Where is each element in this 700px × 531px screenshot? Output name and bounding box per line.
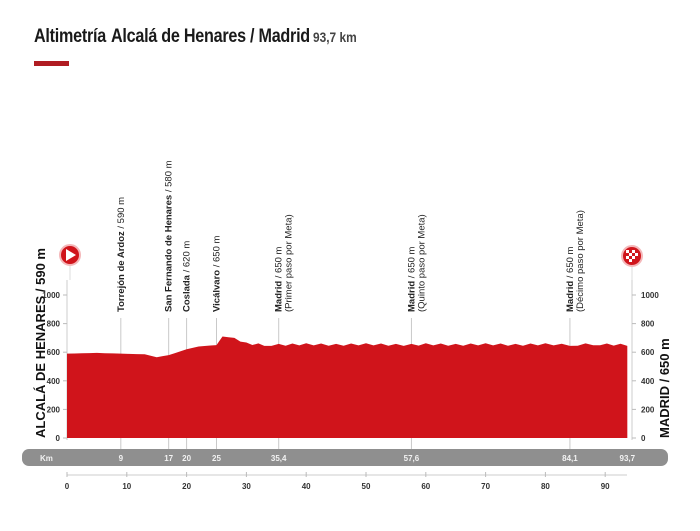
x-tick-label: 50 xyxy=(362,482,371,491)
km-bar-label: Km xyxy=(40,454,53,463)
chart-header: Altimetría Alcalá de Henares / Madrid 93… xyxy=(34,26,364,48)
y-tick-label: 0 xyxy=(641,434,646,443)
km-mark: 9 xyxy=(119,454,124,463)
accent-bar xyxy=(34,61,69,66)
y-tick-label: 400 xyxy=(47,377,61,386)
svg-text:(Décimo paso por Meta): (Décimo paso por Meta) xyxy=(575,210,586,312)
waypoint-label: Madrid / 650 m (Primer paso por Meta) xyxy=(274,214,295,312)
y-tick-label: 0 xyxy=(56,434,61,443)
chart-title: Altimetría xyxy=(34,26,106,47)
y-tick-label: 1000 xyxy=(42,291,60,300)
waypoint-label: Madrid / 650 m (Quinto paso por Meta) xyxy=(406,214,427,312)
finish-location-label: MADRID / 650 m xyxy=(657,338,672,438)
waypoint-label: Vicálvaro / 650 m xyxy=(212,236,223,312)
waypoint-label: Torrejón de Ardoz / 590 m xyxy=(116,197,127,312)
y-axis-right: 0 200 400 600 800 1000 xyxy=(632,291,659,443)
y-tick-label: 400 xyxy=(641,377,655,386)
waypoint-label: Coslada / 620 m xyxy=(182,241,193,312)
route-name: Alcalá de Henares / Madrid xyxy=(110,26,310,47)
route-distance: 93,7 km xyxy=(312,29,357,45)
x-tick-label: 40 xyxy=(302,482,311,491)
km-mark: 57,6 xyxy=(404,454,420,463)
svg-text:Vicálvaro / 650 m: Vicálvaro / 650 m xyxy=(212,236,223,312)
x-tick-label: 90 xyxy=(601,482,610,491)
x-tick-label: 70 xyxy=(481,482,490,491)
km-mark: 84,1 xyxy=(562,454,578,463)
km-mark: 93,7 xyxy=(620,454,636,463)
start-play-icon xyxy=(59,244,81,280)
svg-text:Madrid / 650 m: Madrid / 650 m xyxy=(274,246,285,312)
x-tick-label: 20 xyxy=(182,482,191,491)
y-tick-label: 200 xyxy=(47,405,61,414)
y-tick-label: 800 xyxy=(47,320,61,329)
y-tick-label: 1000 xyxy=(641,291,659,300)
x-tick-label: 30 xyxy=(242,482,251,491)
km-mark: 20 xyxy=(182,454,191,463)
y-tick-label: 600 xyxy=(641,348,655,357)
x-tick-label: 10 xyxy=(122,482,131,491)
svg-text:(Primer paso por Meta): (Primer paso por Meta) xyxy=(284,214,295,312)
km-mark: 17 xyxy=(164,454,173,463)
waypoint-labels: Torrejón de Ardoz / 590 m San Fernando de… xyxy=(116,160,586,312)
km-bar-marks: 9 17 20 25 35,4 57,6 84,1 93,7 xyxy=(119,454,636,463)
svg-text:Torrejón de Ardoz / 590 m: Torrejón de Ardoz / 590 m xyxy=(116,197,127,312)
x-tick-label: 0 xyxy=(65,482,70,491)
finish-checkered-icon xyxy=(621,245,643,280)
start-location-label: ALCALÁ DE HENARES / 590 m xyxy=(33,248,48,438)
svg-text:Coslada / 620 m: Coslada / 620 m xyxy=(182,241,193,312)
km-mark: 25 xyxy=(212,454,221,463)
waypoint-label: Madrid / 650 m (Décimo paso por Meta) xyxy=(565,210,586,312)
svg-text:(Quinto paso por Meta): (Quinto paso por Meta) xyxy=(416,214,427,312)
y-tick-label: 800 xyxy=(641,320,655,329)
x-tick-label: 60 xyxy=(421,482,430,491)
x-tick-label: 80 xyxy=(541,482,550,491)
svg-text:San Fernando de Henares / 580: San Fernando de Henares / 580 m xyxy=(164,160,175,312)
y-tick-label: 200 xyxy=(641,405,655,414)
y-axis-left: 0 200 400 600 800 1000 xyxy=(42,291,67,443)
waypoint-label: San Fernando de Henares / 580 m xyxy=(164,160,175,312)
y-tick-label: 600 xyxy=(47,348,61,357)
svg-text:Madrid / 650 m: Madrid / 650 m xyxy=(565,246,576,312)
elevation-area xyxy=(67,336,628,438)
km-bar xyxy=(22,449,668,466)
km-mark: 35,4 xyxy=(271,454,287,463)
svg-text:Madrid / 650 m: Madrid / 650 m xyxy=(406,246,417,312)
x-axis-ticks: 0 10 20 30 40 50 60 70 80 90 xyxy=(65,472,610,491)
